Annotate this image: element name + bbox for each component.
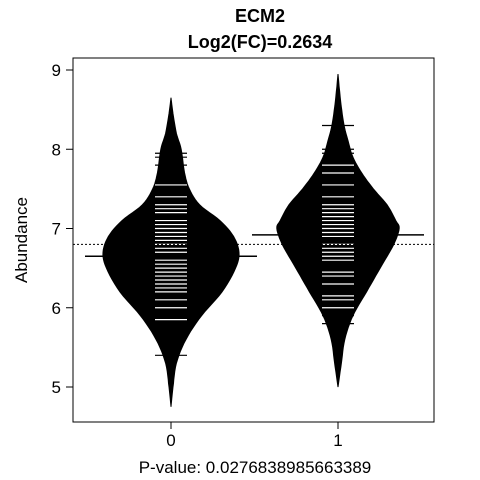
y-tick-label-5: 5: [52, 378, 61, 397]
y-axis: 5 6 7 8 9: [52, 61, 73, 397]
x-axis-label: P-value: 0.0276838985663389: [139, 458, 372, 477]
x-tick-label-0: 0: [166, 431, 175, 450]
y-tick-label-6: 6: [52, 299, 61, 318]
y-tick-label-9: 9: [52, 61, 61, 80]
chart-subtitle: Log2(FC)=0.2634: [188, 32, 333, 52]
bean-density-1: [276, 73, 400, 388]
y-tick-label-8: 8: [52, 140, 61, 159]
plot-frame: [72, 57, 435, 423]
y-tick-label-7: 7: [52, 220, 61, 239]
y-axis-label: Abundance: [12, 197, 31, 283]
chart-title: ECM2: [235, 6, 285, 26]
bean-group-1: [252, 73, 424, 388]
beans-layer: [85, 73, 424, 407]
bean-group-0: [85, 97, 257, 407]
x-tick-label-1: 1: [333, 431, 342, 450]
